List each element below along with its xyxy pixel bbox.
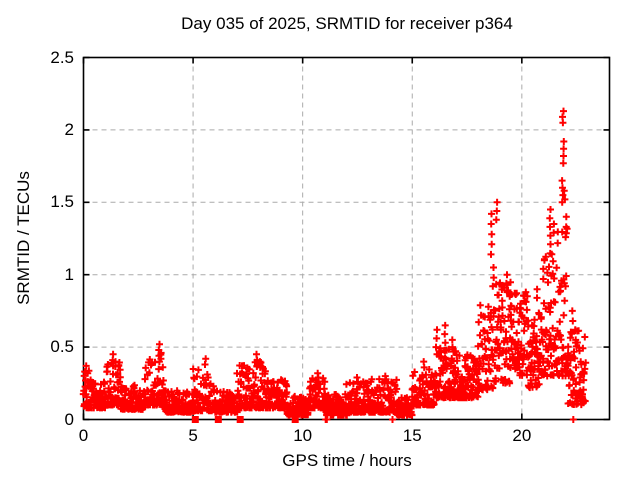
x-tick-label: 15 (402, 426, 422, 445)
y-tick-label: 1.5 (50, 192, 74, 212)
y-tick-label: 0.5 (50, 337, 74, 357)
x-axis-label: GPS time / hours (282, 451, 412, 470)
x-tick-label: 0 (78, 426, 89, 445)
x-tick-label: 20 (512, 426, 532, 445)
y-tick-label: 1 (64, 264, 74, 284)
chart-title: Day 035 of 2025, SRMTID for receiver p36… (181, 14, 513, 33)
y-tick-label: 0 (64, 409, 74, 429)
y-tick-label: 2.5 (50, 47, 74, 67)
x-tick-label: 10 (293, 426, 313, 445)
y-tick-label: 2 (64, 119, 74, 139)
y-axis-label: SRMTID / TECUs (14, 171, 33, 305)
x-tick-label: 5 (188, 426, 198, 445)
